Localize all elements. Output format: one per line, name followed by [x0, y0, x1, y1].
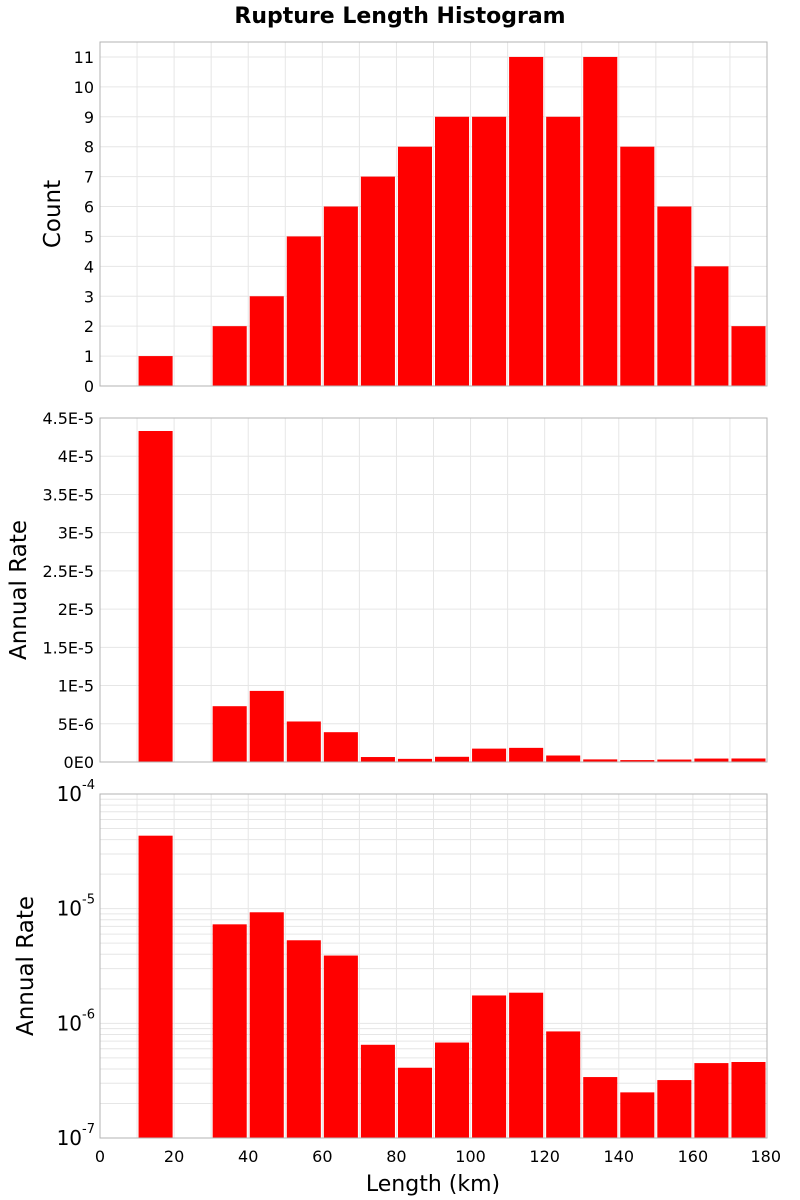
histogram-bar: [286, 940, 321, 1138]
y-tick-label: 10-4: [57, 778, 95, 806]
y-tick-label: 1E-5: [58, 677, 94, 696]
histogram-bar: [731, 326, 766, 386]
histogram-bar: [286, 721, 321, 762]
chart-title: Rupture Length Histogram: [234, 4, 565, 29]
histogram-bar: [435, 116, 470, 387]
y-tick-label: 10-6: [57, 1007, 95, 1035]
histogram-bar: [546, 1031, 581, 1138]
y-tick-label: 5E-6: [58, 715, 94, 734]
y-tick-label: 10: [74, 78, 94, 97]
histogram-bar: [212, 326, 247, 386]
y-tick-label: 5: [84, 227, 94, 246]
histogram-bar: [472, 995, 507, 1138]
histogram-bar: [694, 758, 729, 762]
histogram-bar: [472, 116, 507, 387]
histogram-bar: [620, 1092, 655, 1138]
histogram-bar: [397, 758, 432, 762]
y-tick-label: 1: [84, 347, 94, 366]
y-tick-label: 0: [84, 377, 94, 396]
histogram-bar: [620, 760, 655, 762]
histogram-bar: [249, 912, 284, 1138]
y-tick-label: 6: [84, 198, 94, 217]
histogram-bar: [397, 1067, 432, 1138]
panel-2: 0E0 5E-6 1E-5 1.5E-5 2E-5 2.5E-5 3E-5 3.5E-5 4E-…: [6, 409, 768, 772]
histogram-bar: [138, 356, 173, 386]
y-axis-label: Count: [40, 180, 66, 248]
histogram-bar: [731, 758, 766, 762]
y-tick-label: 3: [84, 287, 94, 306]
y-tick-label: 3.5E-5: [42, 485, 94, 504]
histogram-bar: [360, 1044, 395, 1138]
histogram-bar: [583, 56, 618, 387]
histogram-bar: [435, 756, 470, 762]
y-tick-label: 4E-5: [58, 447, 94, 466]
y-tick-label: 7: [84, 168, 94, 187]
histogram-bar: [435, 1042, 470, 1138]
histogram-bar: [620, 146, 655, 386]
x-axis-label: Length (km): [366, 1172, 500, 1197]
x-tick-label: 80: [386, 1147, 406, 1166]
y-tick-label: 2.5E-5: [42, 562, 94, 581]
x-tick-label: 120: [529, 1147, 560, 1166]
histogram-bar: [212, 924, 247, 1138]
panel-3: 10-7 10-6 10-5 10-4 Annual Rate 0 20 40 60 80 100 1…: [13, 778, 781, 1166]
y-tick-label: 2: [84, 317, 94, 336]
histogram-bar: [286, 236, 321, 386]
histogram-bar: [323, 732, 358, 762]
histogram-bar: [138, 835, 173, 1138]
histogram-bar: [731, 1062, 766, 1138]
histogram-bar: [509, 747, 544, 762]
histogram-bar: [509, 992, 544, 1138]
histogram-bar: [360, 176, 395, 386]
y-tick-label: 10-7: [57, 1122, 95, 1150]
histogram-bar: [509, 56, 544, 387]
plot-frame: [99, 41, 768, 387]
histogram-bar: [323, 955, 358, 1138]
plot-frame: [99, 793, 768, 1139]
histogram-bar: [657, 206, 692, 386]
histogram-bar: [583, 759, 618, 762]
histogram-bar: [397, 146, 432, 386]
plot-frame: [99, 417, 768, 763]
panel-1: 0 1 2 3 4 5 6 7 8 9 10 11 Count: [40, 41, 768, 396]
histogram-bar: [583, 1077, 618, 1138]
y-tick-label: 9: [84, 108, 94, 127]
y-tick-label: 0E0: [64, 753, 94, 772]
x-tick-label: 0: [95, 1147, 105, 1166]
y-tick-label: 8: [84, 138, 94, 157]
y-tick-label: 11: [74, 48, 94, 67]
histogram-bar: [657, 759, 692, 762]
x-tick-label: 20: [164, 1147, 184, 1166]
y-tick-label: 1.5E-5: [42, 638, 94, 657]
histogram-bar: [694, 266, 729, 386]
y-tick-label: 4: [84, 257, 94, 276]
x-tick-label: 60: [312, 1147, 332, 1166]
histogram-bar: [138, 430, 173, 762]
y-axis-label: Annual Rate: [6, 520, 32, 660]
y-tick-label: 4.5E-5: [42, 409, 94, 428]
y-axis-label: Annual Rate: [13, 896, 39, 1036]
histogram-bar: [472, 748, 507, 762]
histogram-bar: [546, 755, 581, 762]
y-tick-label: 10-5: [57, 893, 95, 921]
y-tick-label: 2E-5: [58, 600, 94, 619]
histogram-bar: [249, 690, 284, 762]
histogram-bar: [249, 296, 284, 386]
histogram-bar: [212, 706, 247, 762]
x-tick-label: 160: [678, 1147, 709, 1166]
histogram-bar: [657, 1080, 692, 1138]
x-tick-label: 180: [750, 1147, 781, 1166]
histogram-bar: [323, 206, 358, 386]
y-tick-label: 3E-5: [58, 524, 94, 543]
x-tick-label: 40: [238, 1147, 258, 1166]
histogram-bar: [360, 757, 395, 762]
x-tick-label: 100: [455, 1147, 486, 1166]
histogram-bar: [546, 116, 581, 387]
x-tick-label: 140: [604, 1147, 635, 1166]
histogram-bar: [694, 1063, 729, 1138]
